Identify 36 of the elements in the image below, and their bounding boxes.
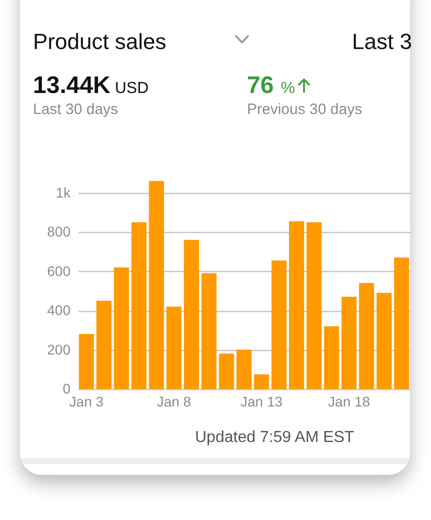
bar <box>271 260 287 389</box>
text: 76 % <box>247 72 295 99</box>
y-tick-label: 200 <box>47 341 71 358</box>
bar <box>324 326 340 389</box>
bar <box>236 350 252 389</box>
text: Last 30 days <box>33 101 118 118</box>
x-tick-label: Jan 3 <box>69 394 104 410</box>
text: 13.44K USD <box>33 72 149 99</box>
y-tick-label: 600 <box>47 262 71 279</box>
y-tick-label: 800 <box>47 224 71 240</box>
x-tick-label: Jan 18 <box>328 394 370 410</box>
bar <box>114 267 129 389</box>
bar <box>166 306 182 389</box>
bar <box>131 222 146 389</box>
y-tick-label: 1k <box>56 184 72 200</box>
x-tick-label: Jan 8 <box>156 394 192 410</box>
bar <box>78 334 94 389</box>
bar <box>254 374 270 389</box>
bar <box>376 292 392 389</box>
bar <box>306 222 322 389</box>
bar <box>342 296 357 389</box>
text: Previous 30 days <box>247 101 362 118</box>
chart-title: Product sales <box>33 29 166 54</box>
bar <box>218 354 234 389</box>
text: Last 3 <box>352 29 412 54</box>
bar <box>184 240 199 389</box>
bar <box>359 283 374 389</box>
x-tick-label: Jan 13 <box>240 394 283 410</box>
bar <box>289 221 304 389</box>
bar <box>201 273 217 389</box>
bar <box>394 258 410 389</box>
y-tick-label: 0 <box>62 380 71 396</box>
bar <box>148 181 164 389</box>
text: Updated 7:59 AM EST <box>195 429 354 446</box>
bar <box>96 300 112 389</box>
y-tick-label: 400 <box>47 302 71 318</box>
